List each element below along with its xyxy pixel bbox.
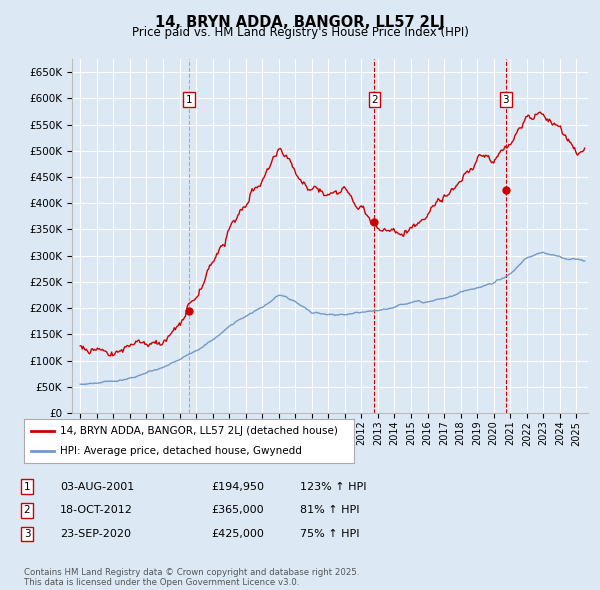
Text: 1: 1 [186, 95, 193, 104]
Text: 18-OCT-2012: 18-OCT-2012 [60, 506, 133, 515]
Text: Contains HM Land Registry data © Crown copyright and database right 2025.
This d: Contains HM Land Registry data © Crown c… [24, 568, 359, 587]
Text: 2: 2 [371, 95, 378, 104]
Text: £194,950: £194,950 [211, 482, 264, 491]
Text: 2: 2 [23, 506, 31, 515]
Text: 1: 1 [23, 482, 31, 491]
Text: 14, BRYN ADDA, BANGOR, LL57 2LJ: 14, BRYN ADDA, BANGOR, LL57 2LJ [155, 15, 445, 30]
Text: £425,000: £425,000 [211, 529, 264, 539]
Text: £365,000: £365,000 [211, 506, 264, 515]
Text: 123% ↑ HPI: 123% ↑ HPI [300, 482, 367, 491]
Text: 75% ↑ HPI: 75% ↑ HPI [300, 529, 359, 539]
Text: 3: 3 [23, 529, 31, 539]
Text: 3: 3 [502, 95, 509, 104]
Text: 03-AUG-2001: 03-AUG-2001 [60, 482, 134, 491]
Text: 14, BRYN ADDA, BANGOR, LL57 2LJ (detached house): 14, BRYN ADDA, BANGOR, LL57 2LJ (detache… [61, 427, 338, 436]
Text: 23-SEP-2020: 23-SEP-2020 [60, 529, 131, 539]
Text: 81% ↑ HPI: 81% ↑ HPI [300, 506, 359, 515]
Text: HPI: Average price, detached house, Gwynedd: HPI: Average price, detached house, Gwyn… [61, 446, 302, 455]
Text: Price paid vs. HM Land Registry's House Price Index (HPI): Price paid vs. HM Land Registry's House … [131, 26, 469, 39]
